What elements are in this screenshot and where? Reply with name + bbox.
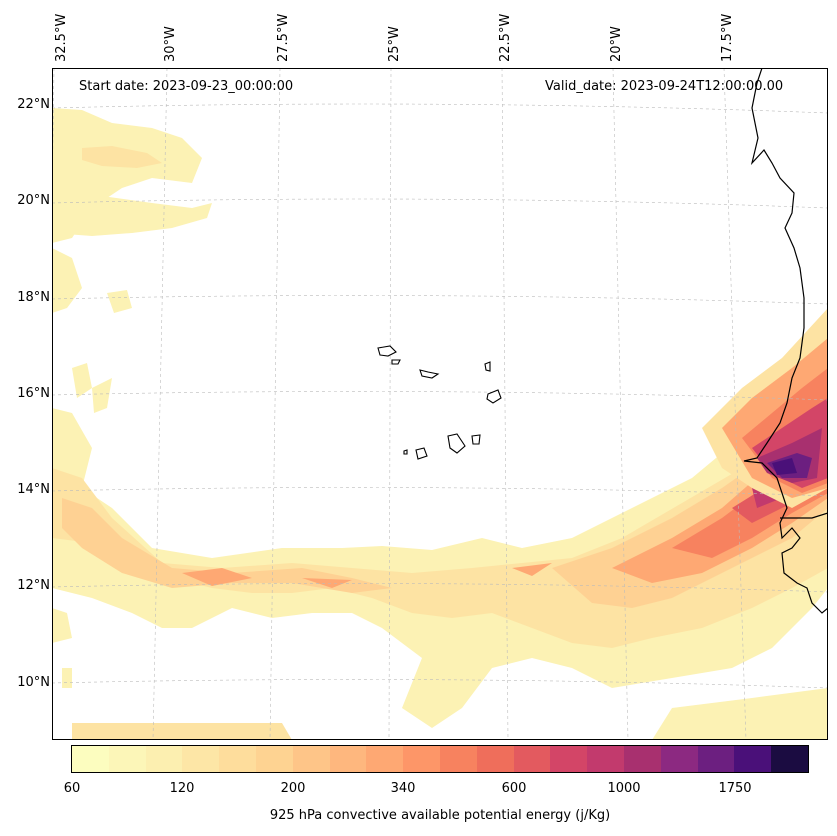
colorbar-swatch [145,746,183,772]
cape-field-northwest [52,108,212,413]
lat-label: 10°N [17,675,50,690]
start-date-label: Start date: 2023-09-23_00:00:00 [79,79,294,94]
colorbar-swatch [476,746,514,772]
colorbar-tick-label: 340 [390,781,416,796]
lat-label: 20°N [17,193,50,208]
colorbar-swatch [108,746,146,772]
lat-label: 18°N [17,290,50,305]
lon-label: 32.5°W [54,13,69,62]
colorbar-swatch [256,746,294,772]
cape-field-coastal-max [702,308,828,508]
colorbar-tick-label: 200 [280,781,306,796]
colorbar-swatch [329,746,367,772]
colorbar-swatch [72,746,110,772]
colorbar-swatch [292,746,330,772]
coastline [743,68,828,614]
colorbar-tick-label: 600 [501,781,527,796]
lon-label: 30°W [163,26,178,62]
colorbar-tick-label: 60 [63,781,81,796]
colorbar [71,745,809,773]
colorbar-tick-label: 1750 [718,781,752,796]
colorbar-swatch [660,746,698,772]
colorbar-swatch [550,746,588,772]
colorbar-swatch [219,746,257,772]
colorbar-swatch [182,746,220,772]
colorbar-swatch [366,746,404,772]
lon-label: 22.5°W [498,13,513,62]
colorbar-tick-label: 1000 [607,781,641,796]
lon-label: 27.5°W [276,13,291,62]
lon-label: 20°W [609,26,624,62]
colorbar-swatch [734,746,772,772]
colorbar-swatch [771,746,809,772]
lon-label: 17.5°W [720,13,735,62]
lat-label: 16°N [17,386,50,401]
cape-field-southwest [52,608,828,740]
valid-date-label: Valid_date: 2023-09-24T12:00:00.00 [545,79,784,94]
colorbar-tick-label: 120 [169,781,195,796]
gridlines [52,68,828,740]
colorbar-swatch [587,746,625,772]
colorbar-label: 925 hPa convective available potential e… [269,808,611,823]
cape-verde-islands [377,345,502,460]
colorbar-swatch [440,746,478,772]
map-panel [52,68,828,740]
colorbar-swatch [697,746,735,772]
colorbar-swatch [624,746,662,772]
lat-label: 22°N [17,97,50,112]
lat-label: 12°N [17,578,50,593]
lat-label: 14°N [17,482,50,497]
colorbar-swatch [513,746,551,772]
colorbar-cells [72,746,809,772]
lon-label: 25°W [387,26,402,62]
colorbar-swatch [403,746,441,772]
